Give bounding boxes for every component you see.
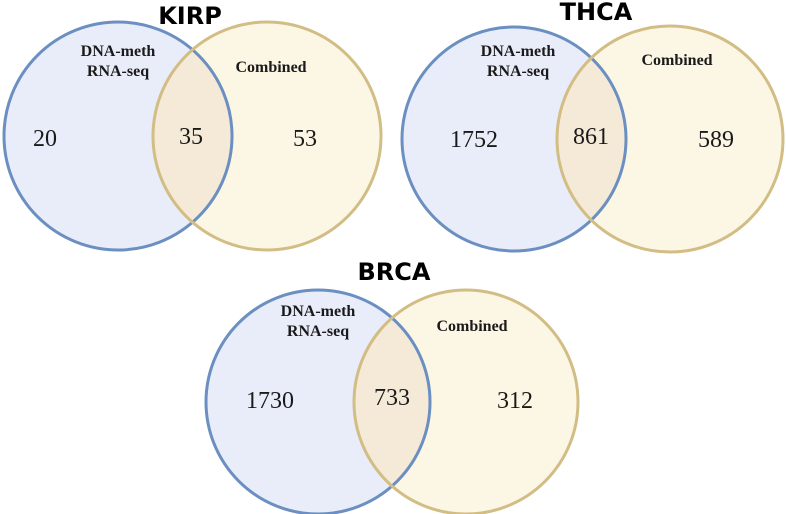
brca-dna-meth-rna-seq-outline	[204, 288, 432, 514]
thca-title: THCA	[560, 0, 633, 26]
thca-combined-outline	[555, 24, 785, 254]
venn-thca: THCA DNA-meth RNA-seq Combined 1752 861 …	[400, 0, 785, 254]
kirp-set-b-label: Combined	[235, 59, 306, 76]
kirp-title: KIRP	[158, 2, 222, 30]
brca-only-b-count: 312	[497, 388, 533, 414]
thca-dna-meth-rna-seq-circle	[402, 27, 626, 251]
kirp-combined-outline	[151, 20, 383, 252]
thca-overlap-count: 861	[573, 124, 609, 150]
brca-overlap-count: 733	[374, 385, 410, 411]
venn-brca: BRCA DNA-meth RNA-seq Combined 1730 733 …	[204, 258, 580, 514]
kirp-set-a-label-line2: RNA-seq	[87, 63, 149, 80]
thca-dna-meth-rna-seq-outline	[400, 25, 628, 253]
brca-set-a-label-line2: RNA-seq	[287, 323, 349, 340]
kirp-dna-meth-rna-seq-outline	[2, 20, 234, 252]
thca-combined-circle	[557, 26, 783, 252]
kirp-only-a-count: 20	[33, 126, 57, 152]
thca-set-b-label: Combined	[641, 52, 712, 69]
brca-title: BRCA	[358, 258, 431, 286]
brca-combined-outline	[352, 288, 580, 514]
kirp-set-a-label-line1: DNA-meth	[81, 43, 156, 60]
thca-set-a-label-line2: RNA-seq	[487, 63, 549, 80]
thca-only-a-count: 1752	[450, 127, 498, 153]
kirp-overlap-count: 35	[179, 124, 203, 150]
venn-kirp: KIRP DNA-meth RNA-seq Combined 20 35 53	[2, 2, 383, 252]
kirp-overlap-region	[153, 22, 232, 250]
kirp-only-b-count: 53	[293, 126, 317, 152]
brca-set-a-label-line1: DNA-meth	[281, 303, 356, 320]
brca-overlap-region	[354, 290, 430, 514]
thca-only-b-count: 589	[698, 127, 734, 153]
brca-set-b-label: Combined	[436, 318, 507, 335]
brca-only-a-count: 1730	[246, 388, 294, 414]
thca-set-a-label-line1: DNA-meth	[481, 43, 556, 60]
